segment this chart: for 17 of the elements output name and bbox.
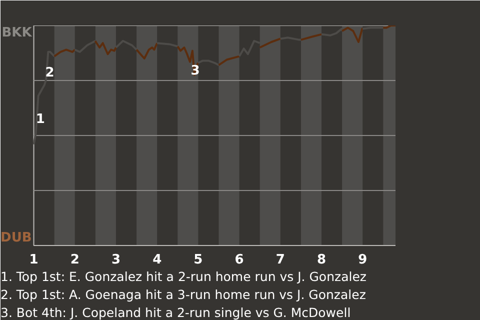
text: 2. Top 1st: A. Goenaga hit a 3-run home run vs J. Gonzalez: [0, 287, 366, 302]
text: BKK: [2, 26, 33, 40]
text: 1. Top 1st: E. Gonzalez hit a 2-run home run vs J. Gonzalez: [0, 269, 367, 284]
x-tick-label: 9: [358, 252, 368, 268]
x-tick-label: 7: [276, 252, 285, 268]
text: DUB: [0, 230, 32, 246]
annotation: 3: [190, 64, 200, 78]
x-tick-label: 2: [70, 252, 80, 268]
x-tick-label: 3: [111, 252, 121, 268]
annotation: 1: [36, 112, 45, 127]
x-tick-label: 8: [316, 252, 326, 268]
x-tick-label: 5: [194, 252, 203, 268]
x-tick-label: 6: [234, 252, 244, 268]
x-tick-label: 1: [29, 252, 38, 268]
x-tick-label: 4: [152, 252, 162, 268]
text: 3. Bot 4th: J. Copeland hit a 2-run single vs G. McDowell: [0, 305, 351, 320]
annotation: 2: [45, 66, 54, 81]
